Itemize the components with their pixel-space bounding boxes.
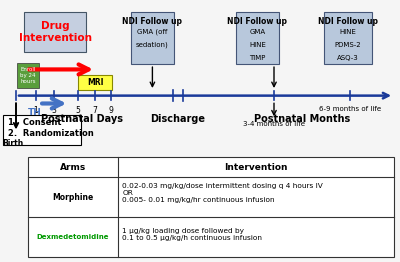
FancyBboxPatch shape: [3, 115, 81, 145]
Text: 1: 1: [34, 106, 38, 114]
Text: Dexmedetomidine: Dexmedetomidine: [36, 234, 109, 240]
Text: 7: 7: [92, 106, 97, 114]
Text: Arms: Arms: [60, 163, 86, 172]
Text: Postnatal Months: Postnatal Months: [254, 114, 350, 124]
Text: Drug
Intervention: Drug Intervention: [18, 21, 92, 43]
Text: 3-4 months of life: 3-4 months of life: [243, 121, 305, 127]
Text: 5: 5: [76, 106, 80, 114]
Text: TIMP: TIMP: [249, 55, 266, 61]
Text: sedation): sedation): [136, 42, 168, 48]
Text: GMA: GMA: [249, 29, 266, 35]
FancyBboxPatch shape: [24, 12, 86, 52]
Text: Discharge: Discharge: [150, 114, 206, 124]
Text: NDI Follow up: NDI Follow up: [227, 17, 287, 25]
FancyBboxPatch shape: [28, 157, 394, 257]
FancyBboxPatch shape: [236, 12, 279, 64]
FancyBboxPatch shape: [131, 12, 174, 64]
Text: ASQ-3: ASQ-3: [337, 55, 359, 61]
Text: PDMS-2: PDMS-2: [335, 42, 361, 48]
FancyBboxPatch shape: [17, 63, 39, 88]
Text: GMA (off: GMA (off: [137, 29, 167, 35]
Text: 0.02-0.03 mg/kg/dose intermittent dosing q 4 hours IV
OR
0.005- 0.01 mg/kg/hr co: 0.02-0.03 mg/kg/dose intermittent dosing…: [122, 183, 323, 203]
Text: NDI Follow up: NDI Follow up: [122, 17, 182, 25]
Text: NDI Follow up: NDI Follow up: [318, 17, 378, 25]
Text: MRI: MRI: [87, 78, 103, 87]
FancyBboxPatch shape: [78, 75, 112, 90]
FancyBboxPatch shape: [324, 12, 372, 64]
Text: Birth: Birth: [2, 139, 24, 148]
Text: 6-9 months of life: 6-9 months of life: [319, 106, 381, 112]
Text: Postnatal Days: Postnatal Days: [41, 114, 123, 124]
Text: 1 μg/kg loading dose followed by
0.1 to 0.5 μg/kg/h continuous infusion: 1 μg/kg loading dose followed by 0.1 to …: [122, 228, 262, 241]
Text: 1.  Consent
2.  Randomization: 1. Consent 2. Randomization: [8, 118, 94, 138]
Text: Enroll
by 24
hours: Enroll by 24 hours: [20, 67, 36, 84]
Text: 9: 9: [109, 106, 114, 114]
Text: HINE: HINE: [340, 29, 356, 35]
Text: HINE: HINE: [249, 42, 266, 48]
Text: Morphine: Morphine: [52, 193, 94, 202]
Text: TH: TH: [28, 108, 41, 117]
Text: Intervention: Intervention: [224, 163, 288, 172]
Text: 3: 3: [52, 106, 56, 114]
